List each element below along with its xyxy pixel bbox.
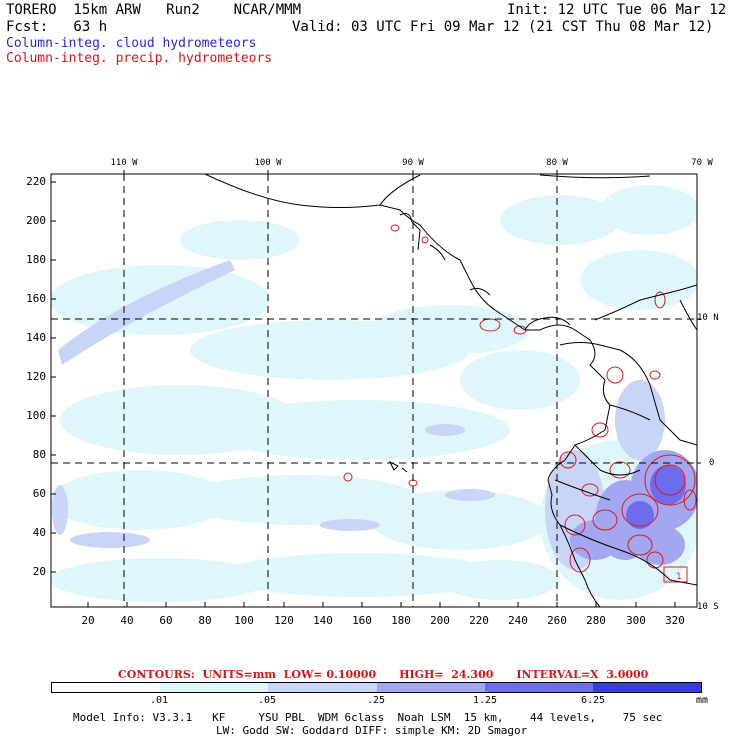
- y-tick: 220: [26, 175, 46, 188]
- lon-label-100w: 100 W: [254, 158, 282, 168]
- x-tick: 20: [81, 614, 95, 627]
- contours-info: CONTOURS: UNITS=mm LOW= 0.10000 HIGH= 24…: [118, 668, 649, 681]
- lon-label-80w: 80 W: [546, 158, 568, 168]
- model-physics: LW: Godd SW: Goddard DIFF: simple KM: 2D…: [216, 724, 528, 737]
- model-info: Model Info: V3.3.1 KF YSU PBL WDM 6class…: [73, 711, 663, 724]
- y-tick: 80: [32, 448, 46, 461]
- x-tick: 240: [508, 614, 528, 627]
- colorbar-unit: mm: [695, 695, 709, 706]
- tick-marks: [51, 170, 701, 607]
- x-tick: 160: [352, 614, 372, 627]
- model-title: TORERO 15km ARW Run2 NCAR/MMM: [6, 2, 302, 18]
- x-tick: 320: [665, 614, 685, 627]
- valid-time: Valid: 03 UTC Fri 09 Mar 12 (21 CST Thu …: [292, 19, 714, 35]
- y-tick: 140: [26, 331, 46, 344]
- forecast-hour: Fcst: 63 h: [6, 19, 108, 35]
- x-tick: 120: [274, 614, 294, 627]
- x-tick: 260: [547, 614, 567, 627]
- colorbar-bin-5: [592, 683, 702, 692]
- y-tick: 60: [32, 487, 46, 500]
- lon-label-90w: 90 W: [402, 158, 424, 168]
- lat-label-0: 0: [709, 458, 715, 468]
- x-tick: 200: [430, 614, 450, 627]
- x-tick: 80: [198, 614, 212, 627]
- graticule: [51, 174, 697, 607]
- y-tick: 40: [32, 526, 46, 539]
- precip-field-label: Column-integ. precip. hydrometeors: [6, 51, 273, 66]
- colorbar-bin-2: [268, 683, 377, 692]
- lat-label-10n: 10 N: [697, 313, 719, 323]
- map-frame: [50, 173, 698, 608]
- colorbar: [51, 682, 702, 693]
- y-tick: 100: [26, 409, 46, 422]
- lon-label-110w: 110 W: [110, 158, 138, 168]
- lon-label-70w: 70 W: [691, 158, 713, 168]
- colorbar-label: .01: [149, 695, 169, 706]
- lat-label-10s: 10 S: [697, 602, 719, 612]
- y-tick: 200: [26, 214, 46, 227]
- colorbar-label: .25: [366, 695, 386, 706]
- x-tick: 140: [313, 614, 333, 627]
- colorbar-bin-4: [484, 683, 593, 692]
- y-tick: 20: [32, 565, 46, 578]
- colorbar-bin-1: [160, 683, 269, 692]
- x-tick: 180: [391, 614, 411, 627]
- y-tick: 180: [26, 253, 46, 266]
- x-tick: 300: [626, 614, 646, 627]
- box-label: 1: [676, 572, 681, 582]
- colorbar-bin-0: [52, 683, 161, 692]
- y-tick: 120: [26, 370, 46, 383]
- x-tick: 40: [120, 614, 134, 627]
- x-tick: 220: [469, 614, 489, 627]
- init-time: Init: 12 UTC Tue 06 Mar 12: [507, 2, 727, 18]
- cloud-field-core: [626, 465, 686, 529]
- colorbar-label: 6.25: [580, 695, 606, 706]
- y-tick: 160: [26, 292, 46, 305]
- x-tick: 100: [234, 614, 254, 627]
- x-tick: 60: [159, 614, 173, 627]
- x-tick: 280: [586, 614, 606, 627]
- colorbar-bin-3: [376, 683, 485, 692]
- colorbar-label: 1.25: [472, 695, 498, 706]
- coastline: [204, 174, 697, 607]
- cloud-field-label: Column-integ. cloud hydrometeors: [6, 36, 257, 51]
- colorbar-label: .05: [257, 695, 277, 706]
